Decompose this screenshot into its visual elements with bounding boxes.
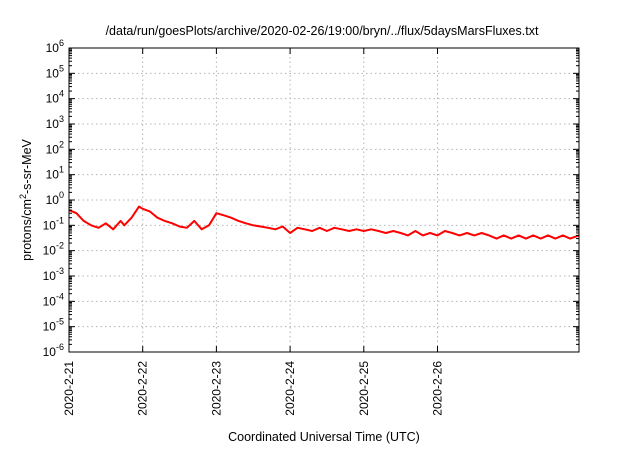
x-tick-label: 2020-2-21 [62, 361, 76, 416]
y-axis-label-sup: 2 [18, 194, 28, 199]
y-tick-label: 10-1 [43, 215, 64, 232]
grid-lines [69, 48, 579, 352]
x-axis-label: Coordinated Universal Time (UTC) [228, 430, 420, 444]
x-tick-label: 2020-2-22 [136, 361, 150, 416]
series-layer [68, 205, 580, 240]
y-tick-label: 10-4 [43, 291, 64, 308]
y-tick-label: 105 [46, 63, 64, 80]
y-tick-label: 10-3 [43, 266, 64, 283]
x-tick-label: 2020-2-25 [357, 361, 371, 416]
chart-title: /data/run/goesPlots/archive/2020-02-26/1… [106, 24, 539, 38]
y-tick-label: 10-6 [43, 342, 64, 359]
y-tick-label: 101 [46, 165, 64, 182]
y-tick-label: 102 [46, 139, 64, 156]
y-tick-label: 10-5 [43, 317, 64, 334]
y-axis: 10-6 10-5 10-4 10-3 10-2 10-1 100 101 102 103 104 1… [43, 38, 579, 359]
y-tick-label: 106 [46, 38, 64, 55]
y-tick-label: 10-2 [43, 241, 64, 258]
series-line-1 [68, 205, 580, 240]
x-tick-label: 2020-2-24 [283, 361, 297, 416]
x-tick-label: 2020-2-26 [430, 361, 444, 416]
x-tick-label: 2020-2-23 [209, 361, 223, 416]
y-tick-label: 100 [46, 190, 64, 207]
y-axis-label-post: -s-sr-MeV [20, 138, 34, 194]
y-tick-label: 104 [46, 89, 64, 106]
y-axis-label: protons/cm2-s-sr-MeV [18, 138, 34, 260]
x-axis: 2020-2-21 2020-2-22 2020-2-23 2020-2-24 2020… [62, 48, 444, 416]
y-axis-label-pre: protons/cm [20, 199, 34, 261]
y-tick-label: 103 [46, 114, 64, 131]
